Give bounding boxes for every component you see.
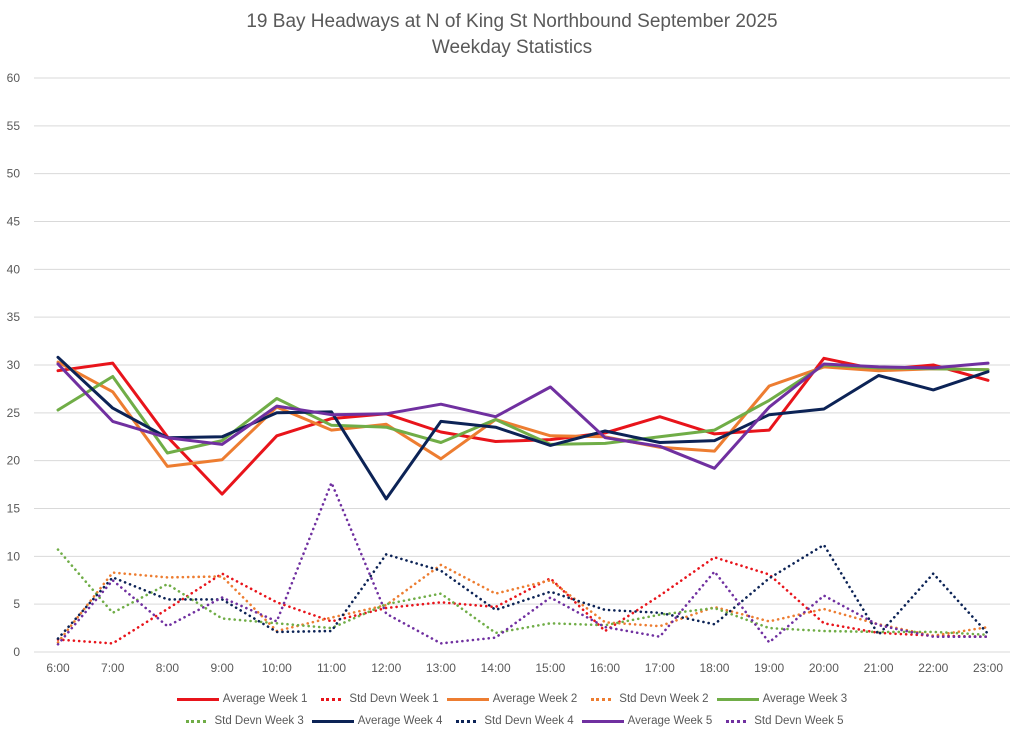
- legend-swatch: [456, 719, 477, 723]
- legend-item: Std Devn Week 4: [450, 715, 574, 727]
- x-tick-label: 7:00: [101, 661, 125, 675]
- series-line-std-devn-week-1: [56, 555, 990, 645]
- series-line-average-week-1: [56, 356, 990, 496]
- series-line-average-week-4: [56, 355, 990, 501]
- legend-item: Average Week 5: [581, 715, 713, 727]
- legend-label: Average Week 1: [222, 693, 308, 705]
- legend-row-2: Std Devn Week 3 Average Week 4 Std Devn We…: [0, 715, 1024, 727]
- legend-label: Std Devn Week 5: [754, 715, 844, 727]
- legend-swatch: [716, 697, 759, 701]
- x-tick-label: 14:00: [481, 661, 511, 675]
- y-tick-label: 10: [7, 549, 21, 563]
- x-tick-label: 12:00: [371, 661, 401, 675]
- legend-label: Average Week 4: [357, 715, 443, 727]
- x-tick-label: 17:00: [645, 661, 675, 675]
- y-tick-label: 40: [7, 262, 21, 276]
- y-tick-label: 60: [7, 71, 21, 85]
- y-tick-label: 55: [7, 119, 21, 133]
- series-line-std-devn-week-3: [56, 548, 990, 637]
- legend-swatch: [726, 719, 747, 723]
- legend-item: Std Devn Week 3: [180, 715, 304, 727]
- y-tick-label: 45: [7, 215, 21, 229]
- series-line-std-devn-week-5: [56, 481, 990, 646]
- y-tick-label: 35: [7, 310, 21, 324]
- y-tick-label: 30: [7, 358, 21, 372]
- x-tick-label: 13:00: [426, 661, 456, 675]
- y-axis-ticks: 0 5 10 15 20 25 30 35 40 45 50 55 60: [7, 71, 21, 659]
- legend-swatch: [186, 719, 207, 723]
- y-tick-label: 50: [7, 167, 21, 181]
- series-lines: [56, 355, 990, 646]
- legend-item: Std Devn Week 2: [585, 693, 709, 705]
- x-axis-ticks: 6:00 7:00 8:00 9:00 10:00 11:00 12:00 13:00 14:0…: [46, 661, 1003, 675]
- x-tick-label: 21:00: [864, 661, 894, 675]
- legend-item: Std Devn Week 1: [315, 693, 439, 705]
- series-line-std-devn-week-2: [56, 563, 990, 644]
- legend-item: Average Week 4: [311, 715, 443, 727]
- x-tick-label: 23:00: [973, 661, 1003, 675]
- legend-swatch: [311, 719, 354, 723]
- x-tick-label: 22:00: [918, 661, 948, 675]
- series-line-average-week-5: [56, 361, 990, 470]
- x-tick-label: 11:00: [317, 661, 346, 675]
- x-tick-label: 8:00: [156, 661, 180, 675]
- y-tick-label: 5: [13, 597, 20, 611]
- legend-label: Std Devn Week 4: [484, 715, 574, 727]
- series-line-std-devn-week-4: [56, 543, 990, 640]
- x-tick-label: 20:00: [809, 661, 839, 675]
- x-tick-label: 16:00: [590, 661, 620, 675]
- legend-label: Std Devn Week 3: [214, 715, 304, 727]
- y-tick-label: 25: [7, 406, 21, 420]
- legend-item: Average Week 2: [446, 693, 578, 705]
- legend-swatch: [321, 697, 342, 701]
- legend-swatch: [591, 697, 612, 701]
- y-tick-label: 0: [13, 645, 20, 659]
- legend-item: Std Devn Week 5: [720, 715, 844, 727]
- x-tick-label: 6:00: [46, 661, 70, 675]
- x-tick-label: 9:00: [210, 661, 234, 675]
- chart-title: 19 Bay Headways at N of King St Northbou…: [246, 11, 778, 32]
- legend-item: Average Week 1: [176, 693, 308, 705]
- x-tick-label: 10:00: [262, 661, 292, 675]
- legend-label: Std Devn Week 1: [349, 693, 439, 705]
- legend-row-1: Average Week 1 Std Devn Week 1 Average Wee…: [0, 693, 1024, 705]
- legend-label: Average Week 2: [492, 693, 578, 705]
- y-tick-label: 15: [7, 502, 21, 516]
- legend-swatch: [446, 697, 489, 701]
- legend-label: Average Week 5: [627, 715, 713, 727]
- y-tick-label: 20: [7, 454, 21, 468]
- x-tick-label: 15:00: [535, 661, 565, 675]
- x-tick-label: 18:00: [699, 661, 729, 675]
- legend-swatch: [176, 697, 219, 701]
- legend-swatch: [581, 719, 624, 723]
- legend-item: Average Week 3: [716, 693, 848, 705]
- series-line-average-week-2: [56, 360, 990, 468]
- x-tick-label: 19:00: [754, 661, 784, 675]
- legend-label: Std Devn Week 2: [619, 693, 709, 705]
- chart-subtitle: Weekday Statistics: [431, 37, 593, 58]
- legend-label: Average Week 3: [762, 693, 848, 705]
